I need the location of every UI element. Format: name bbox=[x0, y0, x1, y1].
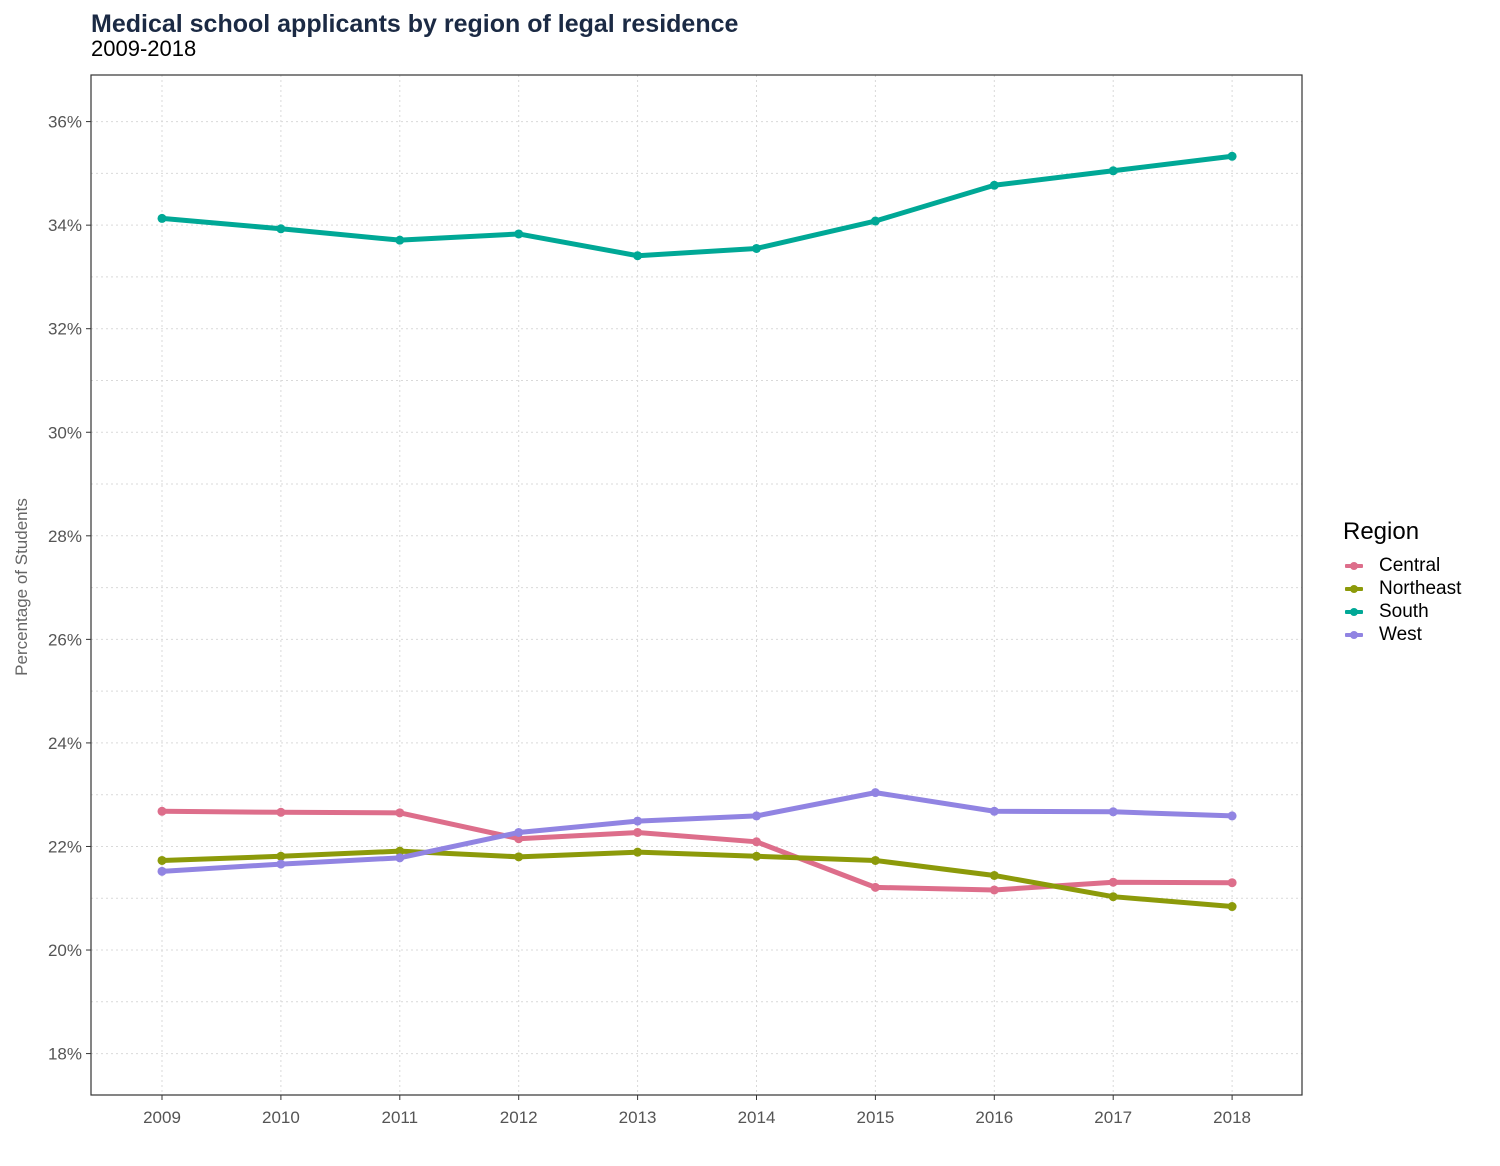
data-point-central bbox=[1227, 878, 1237, 888]
y-tick-label: 18% bbox=[48, 1045, 82, 1064]
data-point-south bbox=[395, 235, 405, 245]
series-line-south bbox=[159, 153, 1235, 259]
data-point-northeast bbox=[514, 852, 524, 862]
data-point-south bbox=[157, 213, 167, 223]
legend-item-central: Central bbox=[1343, 554, 1461, 577]
data-point-northeast bbox=[157, 855, 167, 865]
series-line-west bbox=[159, 790, 1235, 874]
axis-ticks bbox=[86, 121, 1233, 1100]
legend-label-central: Central bbox=[1379, 554, 1441, 576]
data-point-west bbox=[1108, 807, 1118, 817]
y-tick-label: 34% bbox=[48, 216, 82, 235]
data-point-northeast bbox=[1227, 902, 1237, 912]
chart-subtitle: 2009-2018 bbox=[91, 36, 197, 61]
plot-panel-border bbox=[90, 74, 1303, 1096]
y-tick-labels: 18% 20% 22% 24% 26% 28% 30% 32% 34% 36% bbox=[48, 113, 82, 1064]
data-point-central bbox=[752, 837, 761, 847]
data-point-west bbox=[514, 827, 524, 837]
legend: Region Central Northeast South West bbox=[1343, 518, 1461, 646]
data-point-west bbox=[989, 806, 999, 816]
data-point-central bbox=[514, 834, 524, 844]
data-point-central bbox=[157, 806, 167, 816]
legend-label-south: South bbox=[1379, 600, 1429, 622]
legend-key-northeast bbox=[1343, 579, 1365, 599]
legend-title: Region bbox=[1343, 518, 1420, 545]
legend-items: Central Northeast South West bbox=[1343, 554, 1461, 646]
data-point-northeast bbox=[870, 855, 880, 865]
legend-key-west bbox=[1343, 625, 1365, 645]
data-point-south bbox=[633, 251, 643, 261]
data-point-northeast bbox=[395, 846, 405, 856]
data-point-central bbox=[276, 807, 286, 817]
data-point-central bbox=[1108, 877, 1118, 887]
x-tick-label: 2010 bbox=[262, 1108, 300, 1127]
data-point-south bbox=[514, 229, 524, 239]
y-tick-label: 28% bbox=[48, 527, 82, 546]
data-point-west bbox=[752, 811, 761, 821]
legend-label-northeast: Northeast bbox=[1379, 577, 1462, 599]
data-point-central bbox=[870, 882, 880, 892]
x-tick-label: 2015 bbox=[856, 1108, 894, 1127]
y-tick-label: 26% bbox=[48, 630, 82, 649]
data-point-northeast bbox=[276, 851, 286, 861]
gridlines bbox=[91, 75, 1302, 1095]
legend-item-northeast: Northeast bbox=[1343, 577, 1461, 600]
series-line-central bbox=[159, 808, 1235, 893]
y-tick-label: 22% bbox=[48, 837, 82, 856]
legend-key-south bbox=[1343, 602, 1365, 622]
x-tick-label: 2009 bbox=[143, 1108, 181, 1127]
x-tick-label: 2014 bbox=[738, 1108, 776, 1127]
data-point-west bbox=[870, 788, 880, 798]
x-tick-label: 2013 bbox=[619, 1108, 657, 1127]
legend-item-west: West bbox=[1343, 623, 1461, 646]
legend-key-central bbox=[1343, 556, 1365, 576]
legend-label-west: West bbox=[1379, 623, 1422, 645]
data-point-south bbox=[989, 180, 999, 190]
data-point-central bbox=[395, 808, 405, 818]
data-point-west bbox=[276, 859, 286, 869]
data-point-south bbox=[276, 224, 286, 234]
data-point-west bbox=[157, 866, 167, 876]
data-point-west bbox=[395, 853, 405, 863]
y-tick-label: 24% bbox=[48, 734, 82, 753]
data-point-south bbox=[1108, 166, 1118, 176]
data-point-northeast bbox=[752, 851, 761, 861]
y-tick-label: 32% bbox=[48, 320, 82, 339]
series-line-northeast bbox=[159, 848, 1235, 910]
y-tick-label: 36% bbox=[48, 113, 82, 132]
chart-title: Medical school applicants by region of l… bbox=[91, 10, 739, 38]
series-points bbox=[157, 151, 1237, 912]
data-point-south bbox=[870, 216, 880, 226]
x-tick-label: 2011 bbox=[382, 1108, 419, 1127]
x-tick-labels: 2009 2010 2011 2012 2013 2014 2015 2016 2017 2018 bbox=[143, 1108, 1251, 1127]
data-point-west bbox=[1227, 811, 1237, 821]
x-tick-label: 2018 bbox=[1213, 1108, 1251, 1127]
data-point-central bbox=[989, 885, 999, 895]
data-point-northeast bbox=[633, 847, 643, 857]
data-point-south bbox=[752, 243, 761, 253]
y-tick-label: 20% bbox=[48, 941, 82, 960]
data-point-south bbox=[1227, 151, 1237, 161]
x-tick-label: 2017 bbox=[1094, 1108, 1132, 1127]
data-point-central bbox=[633, 827, 643, 837]
data-point-west bbox=[633, 816, 643, 826]
data-point-northeast bbox=[1108, 892, 1118, 902]
x-tick-label: 2012 bbox=[500, 1108, 538, 1127]
data-point-northeast bbox=[989, 870, 999, 880]
series-lines bbox=[159, 153, 1235, 910]
x-tick-label: 2016 bbox=[975, 1108, 1013, 1127]
legend-item-south: South bbox=[1343, 600, 1461, 623]
y-axis-title: Percentage of Students bbox=[12, 498, 31, 676]
y-tick-label: 30% bbox=[48, 423, 82, 442]
